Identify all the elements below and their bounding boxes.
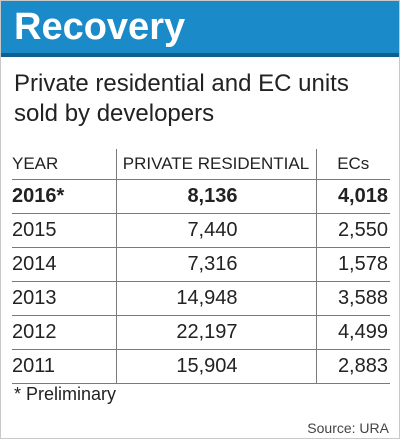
column-header-private-residential: PRIVATE RESIDENTIAL <box>115 149 317 180</box>
private-residential-cell: 15,904 <box>115 349 317 384</box>
column-header-ecs: ECs <box>316 149 390 180</box>
private-residential-cell: 22,197 <box>115 315 317 350</box>
year-cell: 2011 <box>12 349 116 384</box>
source-credit: Source: URA <box>307 420 389 436</box>
footnote: * Preliminary <box>14 384 117 404</box>
chart-subtitle: Private residential and EC units sold by… <box>14 70 349 127</box>
table-row: 2016* 8,136 4,018 <box>12 179 390 214</box>
year-cell: 2013 <box>12 281 116 316</box>
private-residential-cell: 7,316 <box>115 247 317 282</box>
sales-table: YEAR PRIVATE RESIDENTIAL ECs 2016* 8,136 4… <box>12 149 390 384</box>
ecs-cell: 2,883 <box>316 349 390 384</box>
table-row: 2012 22,197 4,499 <box>12 315 390 350</box>
ecs-cell: 1,578 <box>316 247 390 282</box>
ecs-cell: 4,499 <box>316 315 390 350</box>
private-residential-cell: 7,440 <box>115 213 317 248</box>
ecs-cell: 4,018 <box>316 179 390 214</box>
ecs-cell: 3,588 <box>316 281 390 316</box>
year-cell: 2012 <box>12 315 116 350</box>
year-cell: 2014 <box>12 247 116 282</box>
year-cell: 2015 <box>12 213 116 248</box>
column-header-year: YEAR <box>12 149 116 180</box>
table-row: 2011 15,904 2,883 <box>12 349 390 384</box>
title-banner: Recovery <box>1 1 399 57</box>
ecs-cell: 2,550 <box>316 213 390 248</box>
table-row: 2013 14,948 3,588 <box>12 281 390 316</box>
table-body: 2016* 8,136 4,018 2015 7,440 2,550 2014 7,316 1,… <box>12 179 390 384</box>
private-residential-cell: 14,948 <box>115 281 317 316</box>
year-cell: 2016* <box>12 179 116 214</box>
private-residential-cell: 8,136 <box>115 179 317 214</box>
table-row: 2015 7,440 2,550 <box>12 213 390 248</box>
table-header-row: YEAR PRIVATE RESIDENTIAL ECs <box>12 149 390 180</box>
table-row: 2014 7,316 1,578 <box>12 247 390 282</box>
banner-title: Recovery <box>14 6 186 48</box>
